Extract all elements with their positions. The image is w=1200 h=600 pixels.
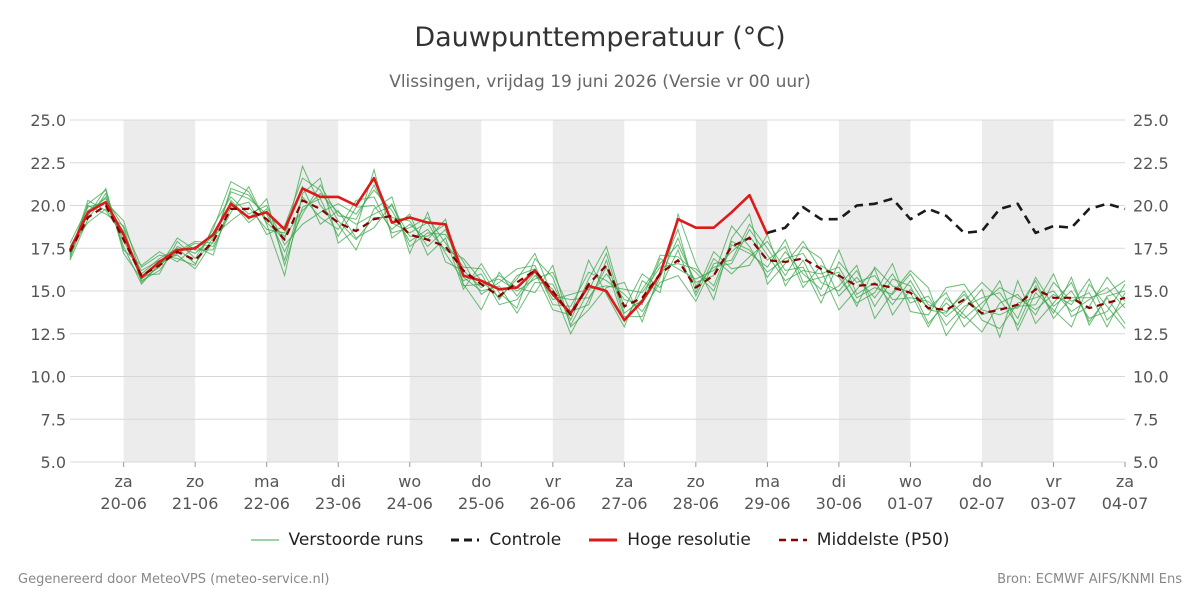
legend-label-controle: Controle [489, 530, 562, 550]
x-tick-date: 29-06 [744, 494, 791, 513]
y-tick-left: 12.5 [30, 325, 66, 344]
x-tick-day: za [115, 472, 133, 491]
y-tick-left: 10.0 [30, 368, 66, 387]
y-tick-left: 25.0 [30, 111, 66, 130]
x-tick-day: zo [186, 472, 204, 491]
x-tick-date: 28-06 [673, 494, 720, 513]
x-tick-date: 26-06 [530, 494, 577, 513]
x-tick-day: ma [755, 472, 780, 491]
legend-item-p50: Middelste (P50) [778, 530, 950, 550]
y-tick-left: 5.0 [41, 453, 66, 472]
legend-label-p50: Middelste (P50) [816, 530, 950, 550]
x-tick-date: 21-06 [172, 494, 219, 513]
y-tick-left: 7.5 [41, 410, 66, 429]
x-tick-day: za [615, 472, 633, 491]
legend-item-ensemble: Verstoorde runs [250, 530, 424, 550]
ensemble-lines [69, 164, 1126, 339]
x-tick-date: 27-06 [601, 494, 648, 513]
series-controle [767, 197, 1126, 235]
x-tick-day: do [471, 472, 491, 491]
legend-swatch-p50 [778, 538, 807, 542]
gridlines [70, 119, 1125, 463]
y-tick-left: 20.0 [30, 197, 66, 216]
series-middelste-p50 [69, 199, 1126, 316]
y-tick-right: 10.0 [1133, 368, 1169, 387]
x-tick-day: vr [1045, 472, 1061, 491]
x-tick-date: 30-06 [816, 494, 863, 513]
y-tick-left: 15.0 [30, 282, 66, 301]
legend-swatch-hoge-resolutie [589, 538, 618, 542]
x-tick-day: ma [254, 472, 279, 491]
legend-swatch-controle [451, 538, 480, 542]
x-tick-day: wo [398, 472, 421, 491]
x-tick-date: 22-06 [243, 494, 290, 513]
y-tick-right: 7.5 [1133, 410, 1158, 429]
x-tick-date: 04-07 [1102, 494, 1149, 513]
x-tick-date: 02-07 [959, 494, 1006, 513]
legend-item-hoge-resolutie: Hoge resolutie [589, 530, 751, 550]
x-tick-date: 01-07 [887, 494, 934, 513]
x-axis-labels: za 20-06 zo 21-06 ma 22-06 di 23-06 wo 24-06 do 25-… [100, 462, 1148, 513]
legend-label-hoge-resolutie: Hoge resolutie [627, 530, 751, 550]
x-tick-day: za [1116, 472, 1134, 491]
y-tick-right: 20.0 [1133, 197, 1169, 216]
x-tick-day: zo [687, 472, 705, 491]
legend-item-controle: Controle [451, 530, 561, 550]
y-tick-right: 12.5 [1133, 325, 1169, 344]
y-tick-left: 22.5 [30, 154, 66, 173]
x-tick-day: do [972, 472, 992, 491]
y-tick-right: 22.5 [1133, 154, 1169, 173]
legend-swatch-ensemble [250, 539, 279, 541]
x-tick-date: 20-06 [100, 494, 147, 513]
x-tick-date: 03-07 [1030, 494, 1077, 513]
y-tick-right: 25.0 [1133, 111, 1169, 130]
y-tick-right: 15.0 [1133, 282, 1169, 301]
legend-label-ensemble: Verstoorde runs [288, 530, 424, 550]
ensemble-member-6 [69, 189, 1126, 318]
chart-title: Dauwpunttemperatuur (°C) [414, 22, 786, 53]
chart-subtitle: Vlissingen, vrijdag 19 juni 2026 (Versie… [389, 72, 811, 92]
series-lines [68, 176, 1126, 322]
footer-source: Bron: ECMWF AIFS/KNMI Ens [997, 572, 1182, 587]
ensemble-member-5 [69, 167, 1126, 332]
x-tick-day: di [331, 472, 346, 491]
x-tick-day: vr [545, 472, 561, 491]
y-tick-right: 5.0 [1133, 453, 1158, 472]
y-tick-left: 17.5 [30, 239, 66, 258]
x-tick-date: 23-06 [315, 494, 362, 513]
x-tick-day: wo [899, 472, 922, 491]
x-tick-date: 24-06 [386, 494, 433, 513]
ensemble-member-7 [69, 177, 1126, 327]
legend: Verstoorde runs Controle Hoge resolutie … [0, 530, 1200, 550]
y-tick-right: 17.5 [1133, 239, 1169, 258]
y-axis-labels: 5.0 5.0 7.5 7.5 10.0 10.0 12.5 12.5 15.0 15.0 17.5… [30, 111, 1168, 472]
x-tick-date: 25-06 [458, 494, 505, 513]
x-tick-day: di [832, 472, 847, 491]
footer-credit: Gegenereerd door MeteoVPS (meteo-service… [18, 572, 330, 587]
